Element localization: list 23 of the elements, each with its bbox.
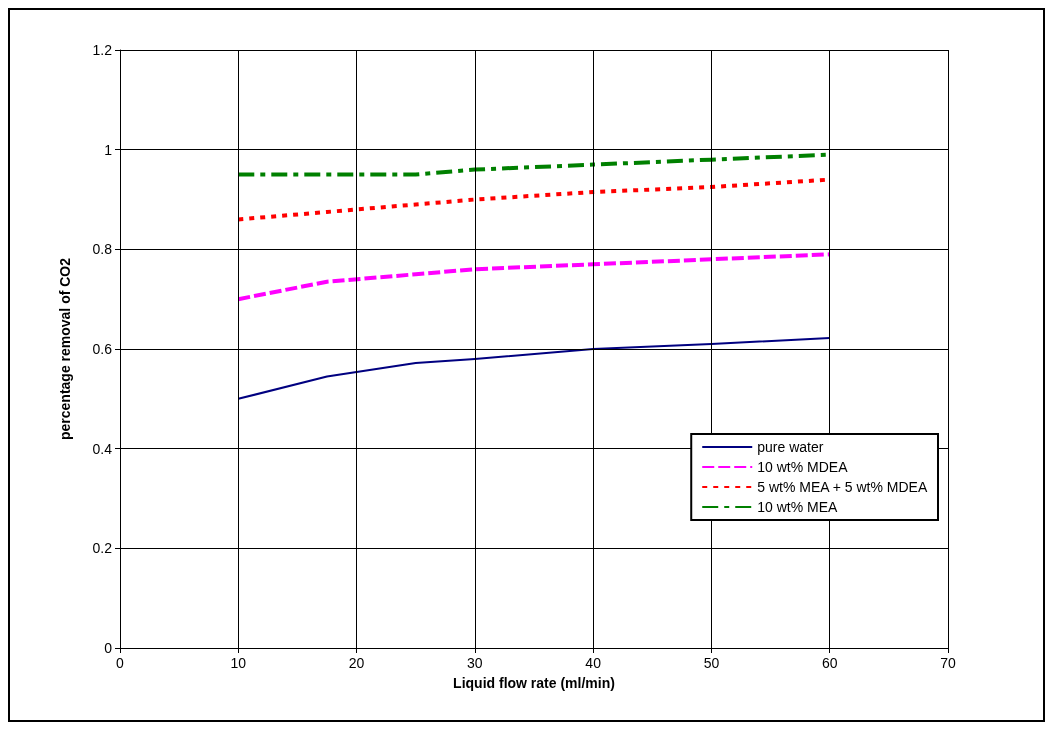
legend-label: 5 wt% MEA + 5 wt% MDEA <box>757 479 928 495</box>
y-tick-label: 0.4 <box>92 440 113 457</box>
x-tick-label: 10 <box>230 655 247 671</box>
x-tick-label: 60 <box>821 655 838 671</box>
y-tick-label: 0.8 <box>92 241 113 258</box>
y-tick-label: 0.2 <box>92 540 113 557</box>
x-axis-title: Liquid flow rate (ml/min) <box>453 675 615 691</box>
legend-label: 10 wt% MEA <box>757 499 839 515</box>
legend-label: pure water <box>757 439 824 455</box>
legend-label: 10 wt% MDEA <box>757 459 849 475</box>
line-series <box>237 337 831 400</box>
line-series <box>236 252 832 302</box>
y-tick-label: 1.2 <box>92 42 113 58</box>
x-tick-label: 0 <box>116 655 125 671</box>
x-tick-label: 30 <box>467 655 483 671</box>
y-axis-title: percentage removal of CO2 <box>57 257 73 441</box>
x-tick-label: 70 <box>940 655 956 671</box>
x-tick-label: 20 <box>348 655 365 671</box>
x-tick-label: 40 <box>585 655 602 671</box>
x-tick-label: 50 <box>703 655 720 671</box>
y-tick-label: 0 <box>104 640 113 656</box>
y-tick-label: 0.6 <box>92 341 113 357</box>
y-tick-label: 1 <box>104 141 113 158</box>
